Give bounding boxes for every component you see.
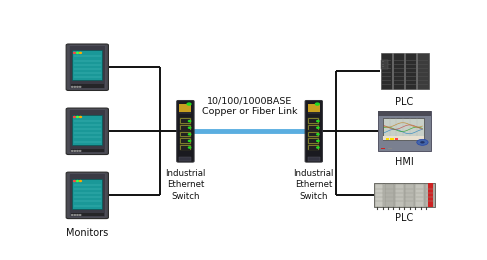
Bar: [381, 148, 386, 149]
Bar: [390, 138, 393, 140]
Bar: [309, 133, 318, 136]
Circle shape: [72, 214, 73, 215]
Circle shape: [188, 140, 191, 141]
Bar: [374, 183, 434, 207]
Bar: [71, 84, 104, 88]
Bar: [395, 184, 404, 207]
Circle shape: [74, 180, 75, 181]
Bar: [181, 120, 190, 123]
FancyBboxPatch shape: [66, 172, 109, 219]
Circle shape: [317, 127, 319, 128]
Bar: [308, 145, 319, 150]
Bar: [429, 183, 433, 207]
Bar: [71, 213, 104, 216]
Bar: [395, 138, 398, 140]
Bar: [308, 132, 319, 137]
Circle shape: [79, 180, 81, 181]
Text: PLC: PLC: [395, 213, 413, 223]
Bar: [382, 61, 384, 62]
Circle shape: [76, 116, 78, 118]
Bar: [72, 179, 102, 209]
Bar: [382, 66, 384, 67]
Circle shape: [79, 116, 81, 118]
Bar: [71, 148, 104, 152]
Bar: [405, 184, 413, 207]
Bar: [72, 50, 102, 80]
Bar: [380, 53, 392, 89]
Circle shape: [188, 147, 191, 148]
Circle shape: [420, 141, 425, 144]
Circle shape: [317, 134, 319, 135]
Bar: [309, 126, 318, 130]
Bar: [378, 111, 431, 116]
Circle shape: [188, 120, 191, 122]
Circle shape: [188, 134, 191, 135]
Bar: [405, 53, 416, 89]
Circle shape: [77, 214, 78, 215]
Bar: [425, 184, 434, 207]
Bar: [181, 139, 190, 143]
FancyBboxPatch shape: [69, 110, 105, 153]
Bar: [180, 118, 191, 124]
Bar: [417, 53, 429, 89]
Text: HMI: HMI: [395, 157, 414, 167]
Bar: [179, 104, 191, 112]
Bar: [180, 138, 191, 144]
Circle shape: [188, 127, 191, 128]
Bar: [308, 138, 319, 144]
Bar: [72, 115, 102, 145]
Bar: [308, 112, 320, 114]
Circle shape: [317, 147, 319, 148]
Text: Industrial
Ethernet
Switch: Industrial Ethernet Switch: [165, 169, 206, 200]
Bar: [309, 146, 318, 150]
Circle shape: [76, 180, 78, 181]
Bar: [375, 184, 383, 207]
Bar: [180, 125, 191, 131]
Bar: [385, 184, 393, 207]
Circle shape: [316, 103, 319, 105]
FancyBboxPatch shape: [177, 100, 194, 162]
Circle shape: [417, 139, 428, 145]
Bar: [383, 118, 424, 140]
Text: 10/100/1000BASE
Copper or Fiber Link: 10/100/1000BASE Copper or Fiber Link: [202, 96, 298, 116]
Circle shape: [317, 140, 319, 141]
Bar: [415, 184, 424, 207]
Bar: [309, 120, 318, 123]
Bar: [308, 125, 319, 131]
FancyBboxPatch shape: [69, 46, 105, 89]
Text: PLC: PLC: [395, 97, 413, 107]
Bar: [309, 139, 318, 143]
Circle shape: [74, 116, 75, 118]
Circle shape: [317, 120, 319, 122]
Bar: [179, 157, 191, 161]
Bar: [308, 157, 320, 161]
Bar: [386, 138, 389, 140]
Bar: [382, 64, 384, 65]
FancyBboxPatch shape: [305, 100, 322, 162]
Bar: [181, 126, 190, 130]
Bar: [308, 118, 319, 124]
Bar: [180, 132, 191, 137]
Circle shape: [74, 214, 75, 215]
Bar: [383, 136, 424, 140]
Bar: [308, 104, 320, 112]
Bar: [179, 112, 191, 114]
Bar: [181, 146, 190, 150]
Bar: [393, 53, 404, 89]
FancyBboxPatch shape: [66, 108, 109, 154]
Bar: [388, 148, 392, 149]
FancyBboxPatch shape: [69, 174, 105, 217]
FancyBboxPatch shape: [66, 44, 109, 90]
Bar: [381, 60, 388, 69]
Text: Industrial
Ethernet
Switch: Industrial Ethernet Switch: [294, 169, 334, 200]
Bar: [180, 145, 191, 150]
Bar: [378, 111, 431, 151]
Bar: [181, 133, 190, 136]
Text: Monitors: Monitors: [66, 228, 109, 238]
Circle shape: [187, 103, 191, 105]
Circle shape: [79, 214, 81, 215]
